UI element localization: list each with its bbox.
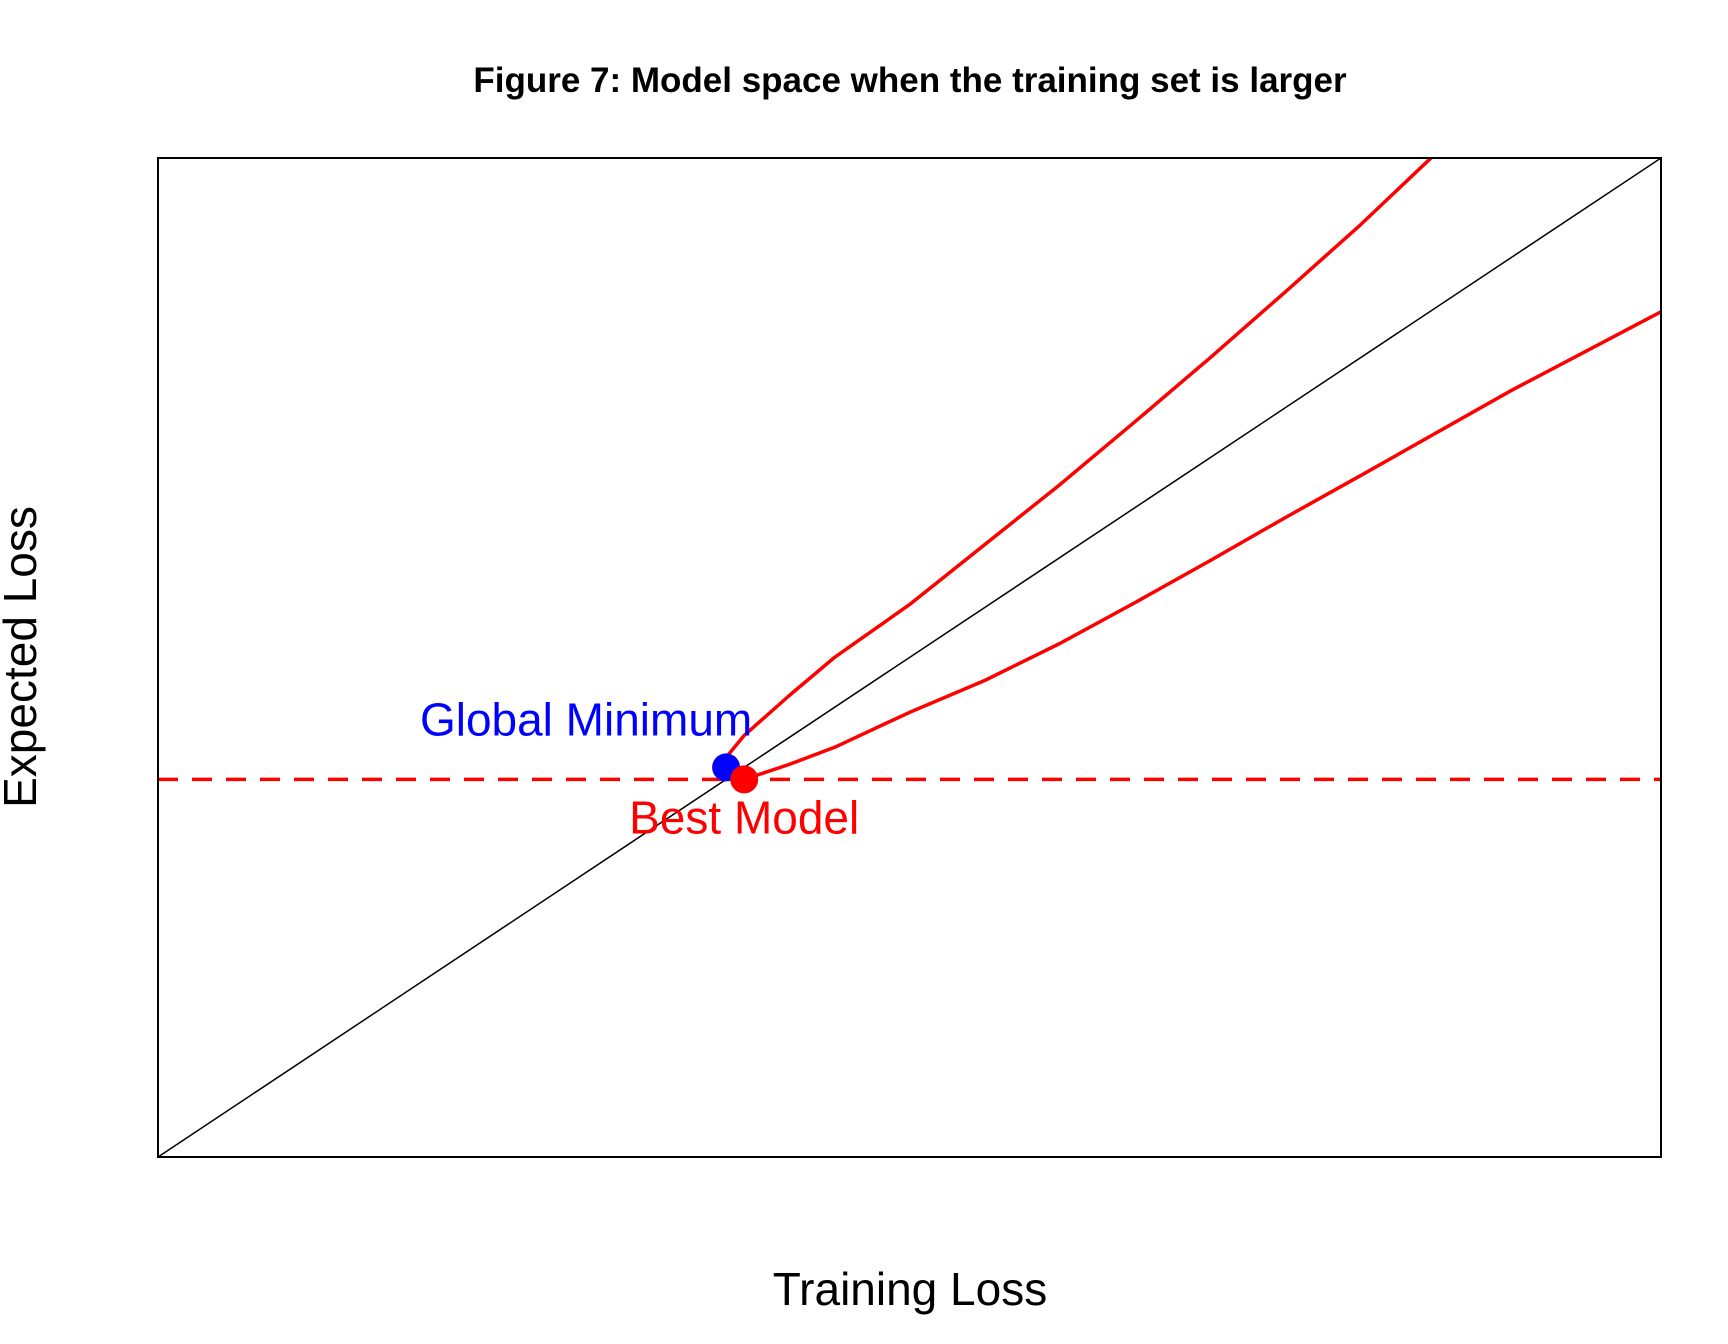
best-model-label: Best Model: [629, 791, 859, 843]
lower-bound-curve: [742, 310, 1661, 782]
x-axis-label: Training Loss: [773, 1263, 1047, 1315]
best-model-point: [730, 765, 759, 794]
chart-title: Figure 7: Model space when the training …: [473, 61, 1347, 100]
plot-frame: [157, 157, 1662, 1158]
global-minimum-label: Global Minimum: [420, 693, 752, 745]
upper-bound-curve: [724, 158, 1433, 760]
reference-line: [158, 158, 1661, 1157]
y-axis-label: Expected Loss: [0, 506, 46, 808]
